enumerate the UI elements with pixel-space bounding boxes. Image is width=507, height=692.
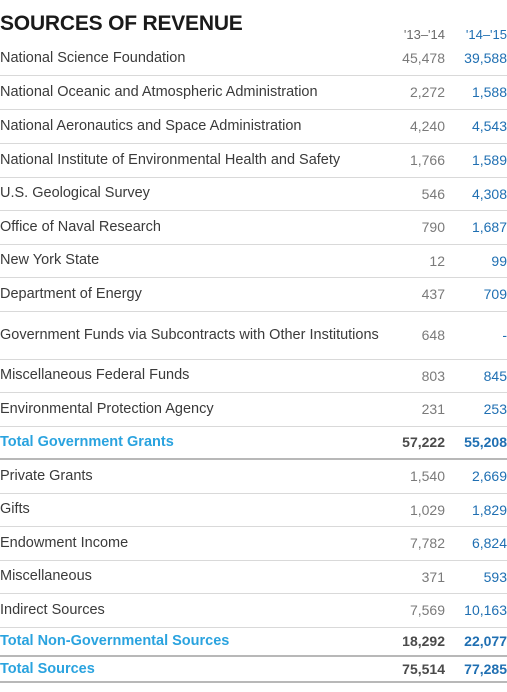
row-label: National Institute of Environmental Heal… [0,143,389,178]
row-label: New York State [0,244,389,278]
page-title: SOURCES OF REVENUE [0,12,243,35]
value-2014-2015: 2,669 [445,459,507,494]
row-label: U.S. Geological Survey [0,177,389,211]
total-row: Total Non-Governmental Sources 18,292 22,0… [0,627,507,657]
value-2014-2015: - [445,311,507,360]
value-2013-2014: 2,272 [389,75,445,110]
value-2014-2015: 845 [445,359,507,393]
row-label: Government Funds via Subcontracts with O… [0,311,389,360]
table-row: Miscellaneous 371 593 [0,560,507,594]
value-2014-2015: 4,543 [445,109,507,144]
value-2013-2014: 437 [389,277,445,312]
table-row: Miscellaneous Federal Funds 803 845 [0,359,507,393]
value-2014-2015: 593 [445,560,507,594]
value-2014-2015: 1,687 [445,210,507,245]
table-row: Government Funds via Subcontracts with O… [0,311,507,360]
value-2014-2015: 1,589 [445,143,507,178]
table-row: Environmental Protection Agency 231 253 [0,392,507,427]
row-label: Private Grants [0,459,389,494]
column-header-2013-2014: '13–'14 [403,27,445,42]
row-label: Indirect Sources [0,593,389,628]
table-row: National Oceanic and Atmospheric Adminis… [0,75,507,110]
value-2013-2014: 790 [389,210,445,245]
value-2014-2015: 77,285 [445,656,507,683]
revenue-table: National Science Foundation 45,478 39,588 N… [0,42,507,683]
total-row: Total Government Grants 57,222 55,208 [0,426,507,460]
total-row: Total Sources 75,514 77,285 [0,656,507,683]
total-label: Total Non-Governmental Sources [0,627,389,657]
value-2014-2015: 709 [445,277,507,312]
total-label: Total Government Grants [0,426,389,460]
column-header-2014-2015: '14–'15 [465,27,507,42]
row-label: Miscellaneous [0,560,389,594]
table-row: Endowment Income 7,782 6,824 [0,526,507,561]
value-2013-2014: 18,292 [389,627,445,657]
table-row: Department of Energy 437 709 [0,277,507,312]
value-2013-2014: 1,029 [389,493,445,527]
row-label: Office of Naval Research [0,210,389,245]
value-2014-2015: 1,829 [445,493,507,527]
value-2013-2014: 546 [389,177,445,211]
value-2014-2015: 4,308 [445,177,507,211]
table-row: National Aeronautics and Space Administr… [0,109,507,144]
table-row: U.S. Geological Survey 546 4,308 [0,177,507,211]
value-2013-2014: 1,766 [389,143,445,178]
value-2014-2015: 22,077 [445,627,507,657]
table-row: National Science Foundation 45,478 39,588 [0,42,507,76]
value-2014-2015: 253 [445,392,507,427]
row-label: Department of Energy [0,277,389,312]
value-2013-2014: 231 [389,392,445,427]
table-row: Gifts 1,029 1,829 [0,493,507,527]
row-label: National Oceanic and Atmospheric Adminis… [0,75,389,110]
total-label: Total Sources [0,656,389,683]
table-row: National Institute of Environmental Heal… [0,143,507,178]
row-label: Miscellaneous Federal Funds [0,359,389,393]
value-2014-2015: 39,588 [445,42,507,76]
value-2013-2014: 57,222 [389,426,445,460]
value-2014-2015: 55,208 [445,426,507,460]
value-2013-2014: 45,478 [389,42,445,76]
row-label: National Science Foundation [0,42,389,76]
row-label: National Aeronautics and Space Administr… [0,109,389,144]
value-2014-2015: 6,824 [445,526,507,561]
value-2013-2014: 371 [389,560,445,594]
table-row: Office of Naval Research 790 1,687 [0,210,507,245]
value-2013-2014: 12 [389,244,445,278]
value-2014-2015: 10,163 [445,593,507,628]
value-2013-2014: 1,540 [389,459,445,494]
value-2013-2014: 7,782 [389,526,445,561]
row-label: Endowment Income [0,526,389,561]
value-2013-2014: 75,514 [389,656,445,683]
value-2013-2014: 4,240 [389,109,445,144]
value-2013-2014: 803 [389,359,445,393]
table-row: Private Grants 1,540 2,669 [0,459,507,494]
table-row: New York State 12 99 [0,244,507,278]
row-label: Environmental Protection Agency [0,392,389,427]
value-2013-2014: 7,569 [389,593,445,628]
value-2014-2015: 99 [445,244,507,278]
value-2013-2014: 648 [389,311,445,360]
row-label: Gifts [0,493,389,527]
table-row: Indirect Sources 7,569 10,163 [0,593,507,628]
value-2014-2015: 1,588 [445,75,507,110]
